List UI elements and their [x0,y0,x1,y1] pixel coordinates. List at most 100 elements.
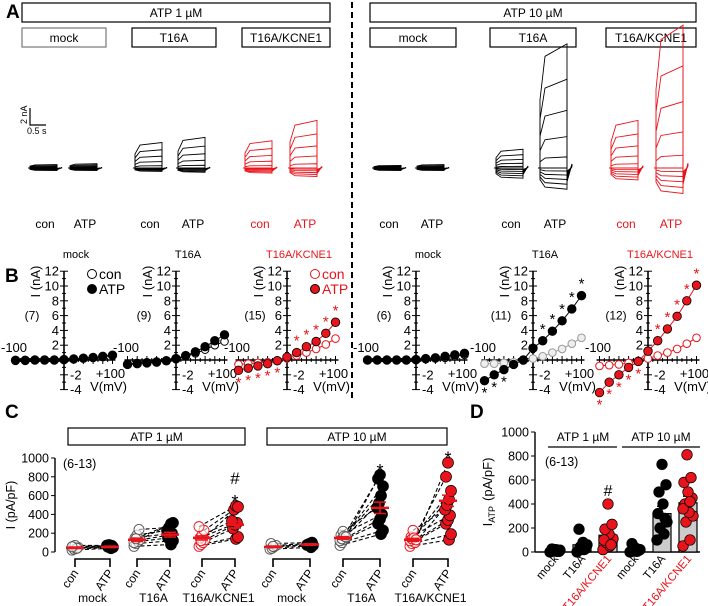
y-tick-label: 0 [522,546,529,560]
atp-point [576,290,587,301]
sem-error-bar [104,545,116,549]
x-tick-label: -100 [1,340,27,355]
atp-point [508,359,519,370]
legend-atp-label: ATP [99,281,125,297]
legend-atp-label: ATP [322,281,348,297]
data-point [685,471,697,484]
x-axis-label: V(mV) [202,379,239,394]
atp-point [161,356,172,366]
y-tick-label: 4 [52,323,59,338]
significance-star: * [616,379,622,396]
con-point [480,359,489,369]
y-tick-label: 12 [514,264,528,279]
con-point [557,344,567,354]
y-tick-label: -4 [654,382,666,397]
legend-con-marker [87,269,97,279]
atp-point [107,350,118,360]
x-label-con: con [121,567,144,591]
data-point [657,498,669,510]
group-box [489,27,577,48]
atp-point [430,353,441,363]
y-tick-label: -2 [293,367,305,382]
y-tick-label: 12 [268,264,282,279]
atp-point [330,317,341,327]
data-point [681,449,693,461]
significance-star: * [635,365,641,382]
group-label: T16A [139,591,168,605]
significance-star: * [265,368,271,385]
atp-point [321,328,331,339]
y-tick-label: 4 [521,323,528,338]
data-point [602,498,614,510]
condition-label: ATP 10 µM [327,430,386,444]
con-point [663,348,672,357]
group-label: T16A/KCNE1 [182,591,254,605]
y-tick-label: 8 [636,293,643,308]
x-label-con: con [327,567,350,591]
current-trace-family [609,119,644,181]
trace-label: ATP [182,217,204,231]
bar-group: T16A [641,458,673,582]
atp-point [78,353,89,363]
atp-point [623,362,634,373]
atp-point [142,358,152,368]
atp-point [49,355,60,365]
n-label: (7) [25,309,40,323]
sem-error-bar [229,520,241,529]
significance-star: * [664,309,670,326]
x-label-atp: ATP [152,567,176,593]
current-trace [538,43,573,182]
sem-error-bar [337,535,349,540]
legend-con-marker [310,269,320,279]
iv-plot-title: T16A/KCNE1 [266,249,332,261]
current-trace [494,148,529,177]
y-axis-label: I (nA) [251,266,266,298]
sem-error-bar [69,546,81,550]
y-tick-label: 2 [164,338,171,353]
atp-point [88,352,98,363]
legend-atp-marker [310,284,320,294]
pair-line [345,474,381,538]
y-tick-label: 2 [636,338,643,353]
iv-plot-title: mock [415,249,442,261]
scale-bar-current-label: 2 nA [19,105,29,124]
n-label: (9) [137,309,152,323]
y-tick-label: 8 [52,293,59,308]
y-tick-label: 1000 [501,426,529,440]
y-axis-label-part: ATP [487,506,497,523]
atp-point [440,351,450,362]
hash-annotation: # [230,469,240,488]
y-tick-label: 12 [45,264,59,279]
panel-c-paired-scatter: 0 200 400 600 800 1000 I (pA/pF) (6-13) ATP 1 µM… [4,427,467,605]
atp-point [362,355,373,365]
n-label: (6) [377,309,392,323]
x-tick-label: -100 [353,340,379,355]
y-tick-label: -4 [182,382,194,397]
significance-star: * [597,397,603,414]
data-point [677,503,689,515]
y-tick-label: 10 [629,279,643,294]
y-tick-label: 2 [275,338,282,353]
atp-point [374,469,386,481]
legend-atp-marker [87,284,97,294]
trace-label: ATP [544,217,566,231]
group-label: mock [399,31,429,45]
con-point [604,360,614,370]
group-box [131,27,217,48]
iv-plot-title: mock [63,249,90,261]
y-axis-label: IATP (pA/pF) [480,458,497,527]
y-tick-label: 600 [28,489,49,503]
current-trace-family [288,119,323,177]
y-tick-label: 6 [275,308,282,323]
atp-point [594,387,605,398]
condition-label: ATP 10 µM [631,430,690,444]
significance-star: * [569,289,575,306]
atp-point [614,370,624,380]
current-trace-family [494,148,529,179]
con-point [643,354,653,363]
atp-point [311,336,321,347]
x-axis-label: V(mV) [90,379,127,394]
data-point [605,539,617,551]
